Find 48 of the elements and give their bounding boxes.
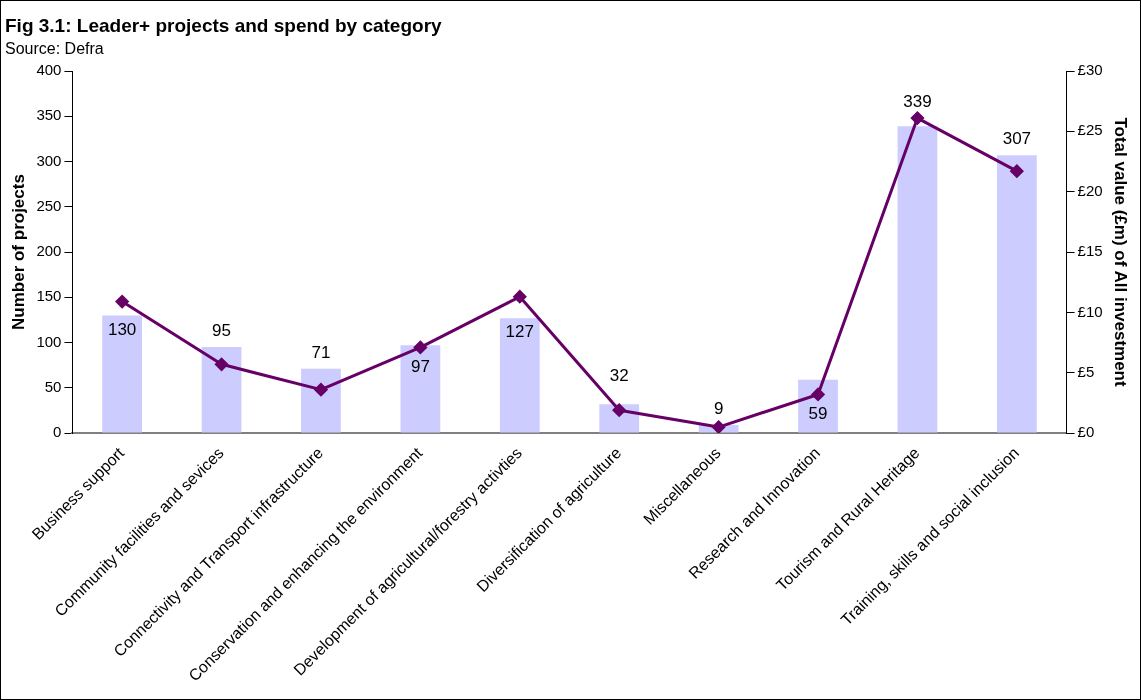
y-tick-label: 0 bbox=[53, 423, 62, 441]
y-tick-label: 150 bbox=[36, 287, 62, 305]
point bbox=[612, 403, 626, 417]
bar bbox=[897, 126, 938, 433]
point bbox=[115, 295, 129, 309]
y-tick-label: 250 bbox=[36, 196, 62, 214]
y2-tick-label: £5 bbox=[1077, 362, 1095, 380]
point bbox=[215, 357, 229, 371]
y2-tick-label: £25 bbox=[1077, 121, 1103, 139]
point bbox=[811, 387, 825, 401]
y-tick-label: 50 bbox=[44, 377, 62, 395]
data-label: 59 bbox=[808, 403, 828, 423]
chart-subtitle: Source: Defra bbox=[5, 39, 104, 57]
point bbox=[513, 290, 527, 304]
bar bbox=[499, 318, 540, 433]
y2-tick-label: £20 bbox=[1077, 181, 1103, 199]
y-tick-label: 100 bbox=[36, 332, 62, 350]
data-label: 9 bbox=[713, 399, 724, 419]
y-axis-title: Number of projects bbox=[8, 174, 28, 330]
point bbox=[413, 340, 427, 354]
bar bbox=[301, 368, 341, 433]
data-label: 307 bbox=[1002, 129, 1032, 149]
data-label: 339 bbox=[903, 92, 932, 112]
data-label: 32 bbox=[609, 366, 629, 386]
point bbox=[1010, 164, 1024, 178]
chart-title: Fig 3.1: Leader+ projects and spend by category bbox=[5, 14, 443, 36]
data-label: 71 bbox=[311, 343, 331, 363]
bar bbox=[996, 155, 1037, 433]
y-tick-label: 300 bbox=[36, 151, 62, 169]
y2-axis-title: Total value (£m) of All investment bbox=[1111, 117, 1131, 387]
y2-tick-label: £15 bbox=[1077, 242, 1103, 260]
data-label: 97 bbox=[410, 357, 430, 377]
bar bbox=[201, 347, 242, 433]
bar bbox=[798, 379, 838, 433]
bar bbox=[102, 315, 143, 433]
y-tick-label: 350 bbox=[36, 106, 62, 124]
y-tick-label: 200 bbox=[36, 242, 62, 260]
data-label: 95 bbox=[212, 321, 232, 341]
y2-tick-label: £30 bbox=[1077, 61, 1103, 79]
point bbox=[314, 383, 328, 397]
point bbox=[712, 420, 726, 434]
data-label: 130 bbox=[107, 319, 137, 339]
data-label: 127 bbox=[505, 322, 534, 342]
y2-tick-label: £0 bbox=[1077, 423, 1095, 441]
y-tick-label: 400 bbox=[36, 61, 62, 79]
bar bbox=[400, 345, 441, 433]
point bbox=[910, 111, 924, 125]
y2-tick-label: £10 bbox=[1077, 302, 1103, 320]
